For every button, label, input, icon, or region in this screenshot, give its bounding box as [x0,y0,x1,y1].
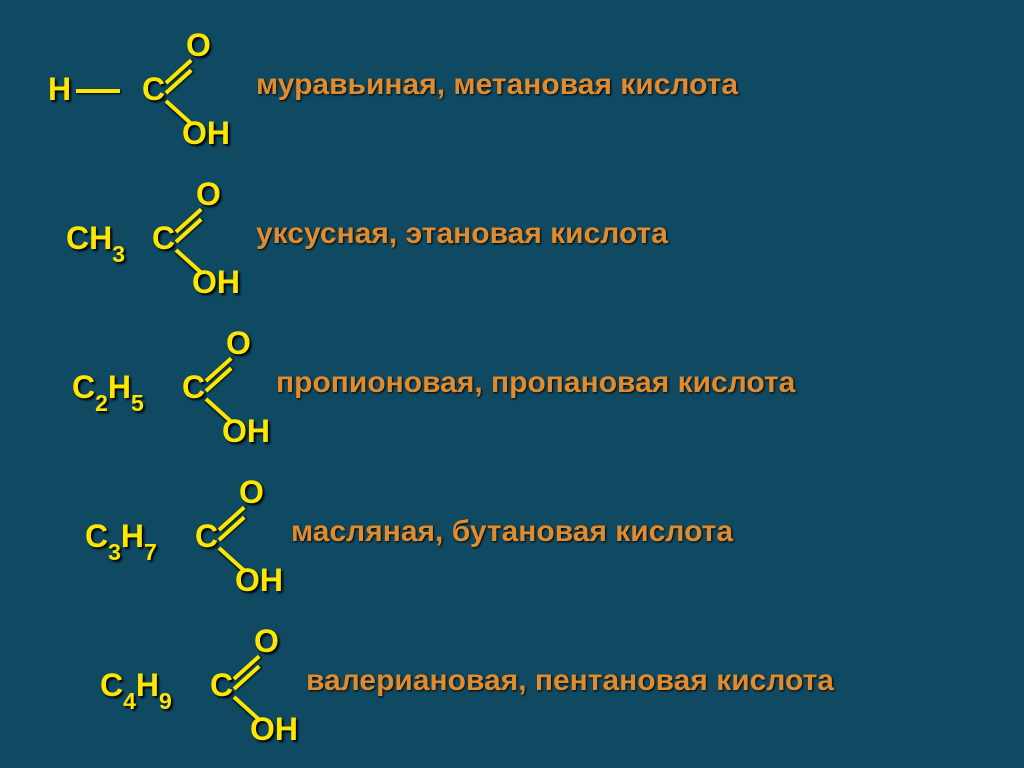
acid-row-2: C2H5 CO OHпропионовая, пропановая кислота [0,316,1024,456]
oxygen-top-1: O [196,176,221,213]
carbon-1: C [152,220,175,257]
carbon-4: C [210,667,233,704]
radical-2: C2H5 [72,369,144,411]
acid-row-0: H CO OH муравьиная, метановая кислота [0,18,1024,158]
radical-1: CH3 [66,220,125,262]
acid-name-1: уксусная, этановая кислота [256,217,668,251]
acid-row-1: CH3 CO OH уксусная, этановая кислота [0,167,1024,307]
formula-0: H CO OH [0,23,240,153]
carbon-0: C [142,71,165,108]
acid-row-4: C4H9 CO OHвалериановая, пентановая кислота [0,614,1024,754]
formula-1: CH3 CO OH [0,172,240,302]
acid-name-3: масляная, бутановая кислота [291,515,733,549]
hydroxyl-2: OH [222,413,270,450]
radical-0: H [48,71,71,108]
bond-rc-0 [76,89,120,93]
carbon-2: C [182,369,205,406]
acid-name-2: пропионовая, пропановая кислота [276,366,795,400]
hydroxyl-4: OH [250,711,298,748]
acid-name-0: муравьиная, метановая кислота [256,68,738,102]
acid-name-4: валериановая, пентановая кислота [306,664,834,698]
oxygen-top-4: O [254,623,279,660]
formula-4: C4H9COOH [0,619,290,749]
oxygen-top-3: O [239,474,264,511]
carbon-3: C [195,518,218,555]
radical-3: C3H7 [85,518,157,560]
hydroxyl-3: OH [235,562,283,599]
oxygen-top-0: O [186,27,211,64]
formula-2: C2H5COOH [0,321,260,451]
oxygen-top-2: O [226,325,251,362]
radical-4: C4H9 [100,667,172,709]
hydroxyl-0: OH [182,115,230,152]
hydroxyl-1: OH [192,264,240,301]
acid-row-3: C3H7 CO OHмасляная, бутановая кислота [0,465,1024,605]
formula-3: C3H7COOH [0,470,275,600]
diagram-canvas: HCOOHмуравьиная, метановая кислотаCH3COO… [0,0,1024,768]
